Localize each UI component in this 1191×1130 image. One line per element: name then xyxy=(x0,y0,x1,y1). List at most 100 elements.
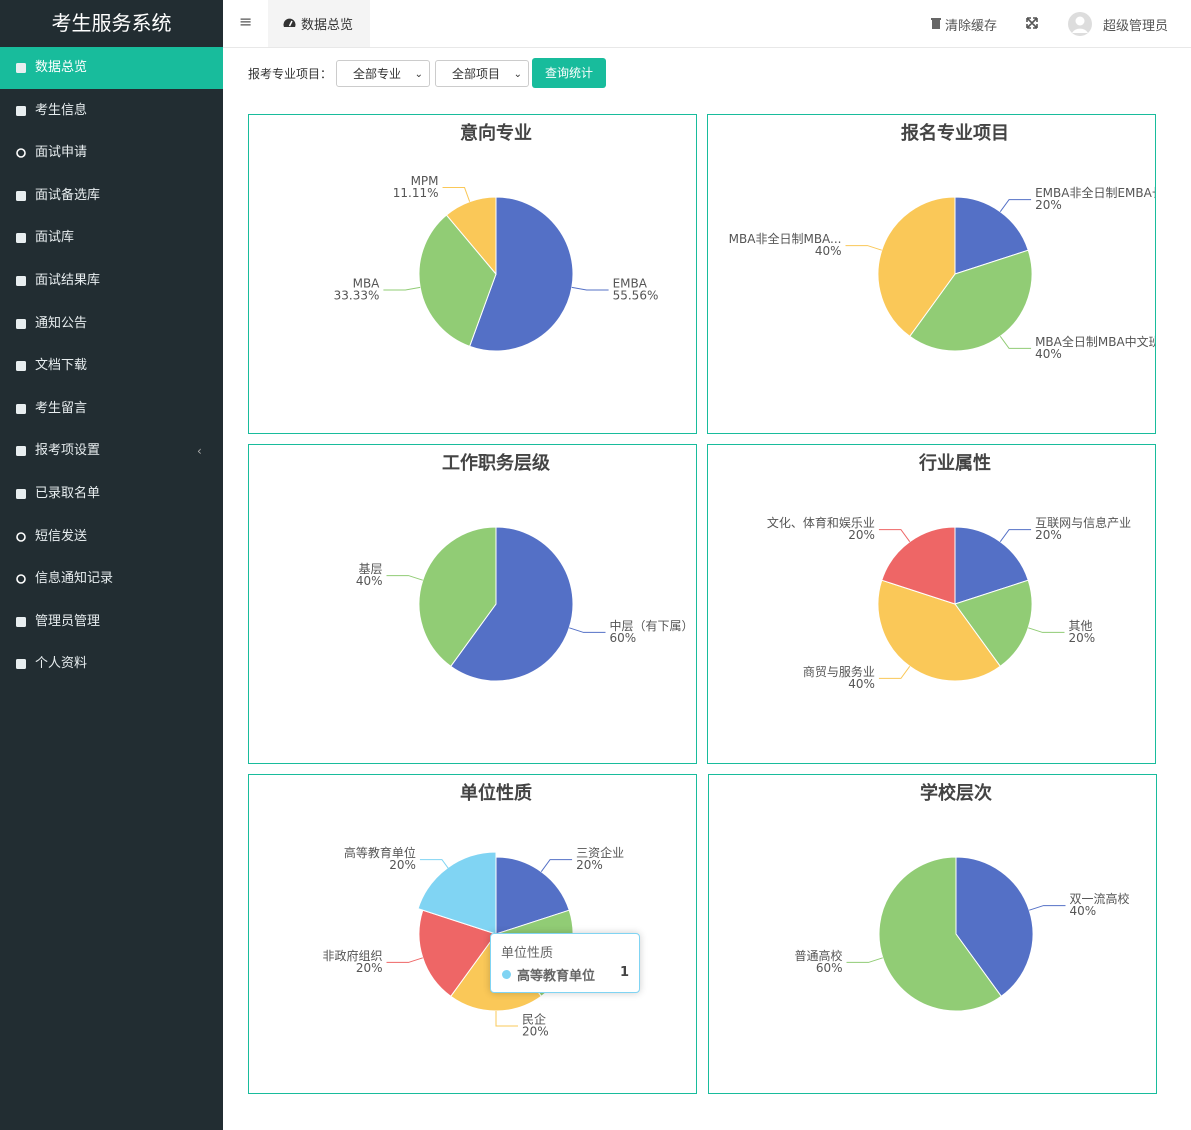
menu-label[interactable]: 短信发送 xyxy=(35,528,88,544)
slice-percent: 20% xyxy=(576,858,603,872)
menu-label[interactable]: 考生信息 xyxy=(35,102,88,118)
menu-item[interactable]: 面试申请 xyxy=(0,132,223,174)
pie-slice[interactable] xyxy=(418,909,497,997)
pie-slice[interactable] xyxy=(495,856,570,935)
menu-icon xyxy=(16,148,26,158)
menu-label[interactable]: 面试申请 xyxy=(35,145,88,161)
menu-icon xyxy=(16,403,26,414)
menu-label[interactable]: 面试结果库 xyxy=(35,273,101,288)
menu-item[interactable]: 文档下载 xyxy=(0,345,223,387)
menu-item[interactable]: 考生信息 xyxy=(0,90,223,132)
query-button[interactable]: 查询统计 xyxy=(532,58,606,88)
menu-icon xyxy=(16,489,26,499)
label-line xyxy=(846,957,883,963)
pie-slice[interactable] xyxy=(954,196,1029,275)
menu-item[interactable]: 面试备选库 xyxy=(0,175,223,217)
slice-label: 高等教育单位 xyxy=(344,845,416,860)
menu-icon xyxy=(16,63,26,73)
pie-slice[interactable] xyxy=(418,526,497,667)
pie-slice[interactable] xyxy=(954,526,1029,605)
menu-icon xyxy=(16,446,26,457)
slice-label: 普通高校 xyxy=(794,948,842,963)
label-line xyxy=(571,286,609,291)
icon-shape xyxy=(16,276,26,286)
pie-slice[interactable] xyxy=(955,856,1034,997)
slice-label: 基层 xyxy=(358,562,382,576)
menu-label[interactable]: 文档下载 xyxy=(35,358,88,374)
menu-label[interactable]: 已录取名单 xyxy=(35,486,101,501)
user-name[interactable]: 超级管理员 xyxy=(1103,19,1169,34)
tab[interactable]: 数据总览 xyxy=(268,0,370,47)
menu-item[interactable]: 数据总览 xyxy=(0,47,223,89)
slice-label: 互联网与信息产业 xyxy=(1035,515,1131,530)
filter-label: 报考专业项目： xyxy=(248,67,333,81)
chart-card: 单位性质 三资企业 20% 民企 20% 非政府组织 20% 高等教育单位 20% 单位性质 高等教… xyxy=(248,774,697,1094)
slice-label: 中层（有下属） xyxy=(609,618,693,633)
slice-label: MBA xyxy=(353,276,381,290)
label-line xyxy=(999,199,1032,212)
menu-icon xyxy=(16,659,26,670)
menu-icon xyxy=(16,361,26,372)
menu-item[interactable]: 短信发送 xyxy=(0,516,223,558)
label-line xyxy=(878,666,911,679)
menu-label[interactable]: 个人资料 xyxy=(35,656,88,672)
tab-label: 数据总览 xyxy=(301,18,354,33)
menu-item[interactable]: 报考项设置 ‹ xyxy=(0,430,223,472)
select[interactable]: 全部项目 ⌄ xyxy=(435,60,529,87)
select[interactable]: 全部专业 ⌄ xyxy=(336,60,430,87)
slice-percent: 20% xyxy=(1068,631,1095,645)
pie-slice[interactable] xyxy=(954,579,1033,667)
tooltip-dot xyxy=(502,970,511,979)
clear-cache[interactable]: 清除缓存 xyxy=(945,19,998,34)
menu-label[interactable]: 考生留言 xyxy=(35,400,88,416)
pie-slice[interactable] xyxy=(881,526,956,605)
pie-slice[interactable] xyxy=(877,579,1001,682)
slice-label: 文化、体育和娱乐业 xyxy=(767,515,875,530)
menu-item[interactable]: 已录取名单 xyxy=(0,473,223,515)
menu-item[interactable]: 通知公告 xyxy=(0,303,223,345)
chart-title: 报名专业项目 xyxy=(901,122,1009,144)
label-line xyxy=(999,529,1032,542)
pie-slice[interactable] xyxy=(418,214,497,347)
icon-shape xyxy=(16,148,26,158)
slice-label: MBA非全日制MBA... xyxy=(729,231,842,246)
icon-shape xyxy=(16,63,26,73)
menu-icon xyxy=(16,190,26,201)
menu-icon xyxy=(16,233,26,244)
menu-label[interactable]: 数据总览 xyxy=(35,60,88,75)
slice-label: 非政府组织 xyxy=(322,948,382,963)
menu-label[interactable]: 面试库 xyxy=(35,230,75,246)
menu-item[interactable]: 面试库 xyxy=(0,217,223,259)
chart-card: 学校层次 双一流高校 40% 普通高校 60% xyxy=(708,774,1157,1094)
menu-toggle[interactable]: ≡ xyxy=(239,12,253,31)
label-line xyxy=(540,859,573,872)
menu-item[interactable]: 信息通知记录 xyxy=(0,558,223,600)
avatar[interactable] xyxy=(1068,12,1092,36)
slice-percent: 20% xyxy=(1035,528,1062,542)
label-line xyxy=(386,957,423,963)
select-arrow: ⌄ xyxy=(513,69,522,80)
menu-label[interactable]: 管理员管理 xyxy=(35,613,101,629)
label-line xyxy=(386,575,423,581)
icon-shape xyxy=(16,574,26,584)
menu-item[interactable]: 考生留言 xyxy=(0,388,223,430)
pie-slice[interactable] xyxy=(909,249,1033,352)
menu-label[interactable]: 面试备选库 xyxy=(35,187,101,203)
menu-item[interactable]: 面试结果库 xyxy=(0,260,223,302)
fullscreen-icon[interactable] xyxy=(1026,17,1038,29)
select-value: 全部专业 xyxy=(353,67,402,81)
menu-label[interactable]: 通知公告 xyxy=(35,315,88,331)
slice-percent: 11.11% xyxy=(393,186,439,200)
menu-icon xyxy=(16,105,26,116)
menu-label[interactable]: 报考项设置 xyxy=(35,443,101,459)
trash-icon xyxy=(931,18,941,29)
chart-title: 单位性质 xyxy=(460,782,532,804)
menu-item[interactable]: 个人资料 xyxy=(0,643,223,685)
pie-slice[interactable] xyxy=(877,196,956,337)
tooltip-title: 单位性质 xyxy=(501,946,554,961)
menu-icon xyxy=(16,574,26,584)
menu-item[interactable]: 管理员管理 xyxy=(0,601,223,643)
pie-slice[interactable] xyxy=(469,196,574,352)
menu-label[interactable]: 信息通知记录 xyxy=(35,571,114,587)
